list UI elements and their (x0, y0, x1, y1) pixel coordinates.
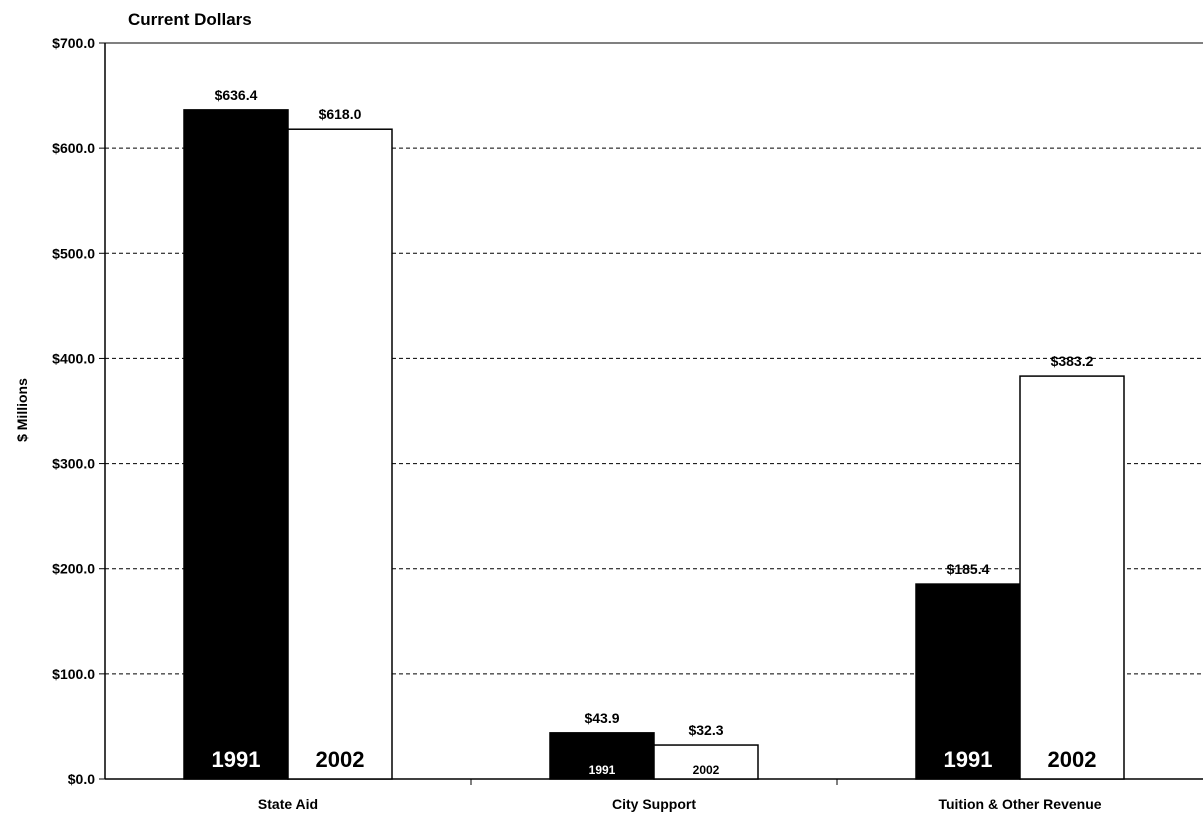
data-label: $383.2 (1051, 353, 1094, 369)
y-tick-label: $600.0 (52, 140, 95, 156)
y-tick-label: $100.0 (52, 666, 95, 682)
category-label: Tuition & Other Revenue (938, 796, 1101, 812)
bar (915, 583, 1021, 780)
bar (287, 128, 393, 780)
bar (549, 732, 655, 780)
series-label-in-bar: 1991 (212, 747, 261, 772)
bar (653, 744, 759, 780)
data-label: $618.0 (319, 106, 362, 122)
chart-subtitle: Current Dollars (128, 10, 252, 29)
data-label: $185.4 (947, 561, 990, 577)
bar (183, 109, 289, 780)
y-tick-label: $0.0 (68, 771, 95, 787)
data-label: $636.4 (215, 87, 258, 103)
data-label: $32.3 (688, 722, 723, 738)
series-label-in-bar: 1991 (944, 747, 993, 772)
series-label-in-bar: 2002 (1048, 747, 1097, 772)
data-label: $43.9 (584, 710, 619, 726)
y-tick-label: $500.0 (52, 245, 95, 261)
series-label-in-bar: 2002 (316, 747, 365, 772)
bar (1019, 375, 1125, 780)
series-label-in-bar: 1991 (589, 763, 616, 777)
y-tick-label: $700.0 (52, 35, 95, 51)
y-tick-label: $200.0 (52, 561, 95, 577)
y-tick-label: $300.0 (52, 456, 95, 472)
category-label: State Aid (258, 796, 318, 812)
series-label-in-bar: 2002 (693, 763, 720, 777)
category-label: City Support (612, 796, 696, 812)
y-tick-label: $400.0 (52, 350, 95, 366)
